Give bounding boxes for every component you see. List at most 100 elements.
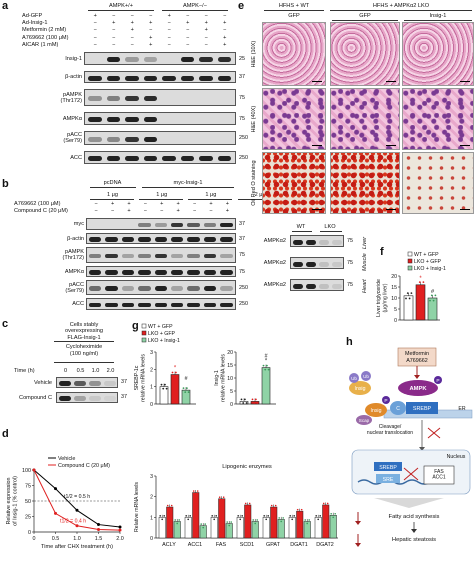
protein-band: [154, 302, 167, 308]
bar: [314, 517, 322, 539]
condition-mark: −: [112, 34, 116, 41]
legend-label: WT + GFP: [148, 324, 173, 330]
blot-row-label: β-actin: [65, 74, 82, 80]
target-gene-box: [423, 465, 455, 485]
text-line: *: [174, 366, 177, 372]
text-line: (μg/mg liver): [382, 283, 388, 312]
data-dot: [272, 508, 275, 510]
data-dot: [160, 383, 163, 386]
protein-band: [89, 253, 102, 259]
data-dot: [422, 281, 425, 284]
scale-bar: [460, 209, 470, 211]
data-dot: [173, 375, 176, 378]
data-dot: [334, 512, 336, 515]
data-dot: [278, 517, 280, 519]
protein-band: [138, 253, 151, 259]
condition-mark: +: [130, 27, 134, 34]
protein-band: [220, 286, 233, 291]
data-dot: [178, 519, 180, 521]
data-dot: [264, 368, 267, 371]
protein-band: [88, 75, 102, 81]
significance-marker: #: [431, 289, 435, 295]
condition-mark: −: [149, 27, 153, 34]
protein-band: [217, 156, 231, 161]
tissue-label: Heart: [362, 279, 368, 293]
data-dot: [171, 371, 174, 374]
condition-mark: +: [204, 27, 208, 34]
data-dot: [237, 515, 239, 517]
protein-band: [220, 222, 233, 228]
text-line: 0: [230, 402, 233, 408]
protein-band: [217, 57, 231, 62]
data-dot: [170, 504, 173, 507]
group-header: myc-Insig-1: [173, 180, 203, 186]
protein-band: [306, 261, 316, 267]
group-header: AMPK−/−: [183, 3, 207, 9]
condition-mark: +: [149, 34, 153, 41]
molecular-weight-marker: 75: [239, 252, 245, 258]
text-line: Time after CHX treatment (h): [41, 544, 113, 550]
dose-underline: [237, 199, 282, 200]
protein-band: [138, 302, 151, 308]
condition-mark: +: [93, 13, 97, 19]
condition-mark: −: [167, 34, 171, 41]
text-line: 0.5: [52, 536, 60, 542]
protein-band: [180, 156, 194, 161]
condition-mark: −: [167, 27, 171, 34]
legend-label: Vehicle: [58, 456, 75, 462]
text-line: WT + GFP: [148, 324, 173, 330]
protein-band: [319, 239, 329, 245]
x-tick-label: DGAT2: [316, 542, 334, 548]
blot-row-label: Vehicle: [33, 380, 52, 386]
bar: [192, 492, 200, 539]
arrowhead: [414, 375, 420, 379]
condition-label: Ad-GFP: [22, 13, 43, 19]
phospho-label: P: [436, 378, 439, 384]
condition-mark: +: [149, 41, 153, 48]
text-line: 1.5: [95, 536, 103, 542]
condition-mark: +: [225, 208, 230, 215]
bar: [158, 517, 166, 539]
condition-label: Metformin (2 mM): [22, 27, 67, 34]
protein-band: [121, 237, 135, 242]
legend-label: LKO + GFP: [148, 331, 175, 337]
text-line: #: [264, 354, 268, 360]
protein-band: [199, 156, 213, 161]
molecular-weight-marker: 25: [239, 55, 245, 62]
panel-label-f: f: [380, 246, 384, 258]
data-dot: [319, 515, 321, 517]
data-dot: [187, 518, 189, 521]
data-dot: [176, 522, 178, 525]
text-line: 25: [25, 515, 31, 521]
protein-band: [203, 222, 217, 228]
data-dot: [213, 518, 215, 521]
condition-mark: +: [110, 201, 115, 207]
text-line: ACC1: [188, 542, 202, 548]
text-line: A769662: [406, 358, 428, 364]
bar: [184, 517, 192, 539]
molecular-weight-marker: 75: [347, 238, 353, 244]
scale-bar: [386, 209, 396, 211]
protein-band: [199, 57, 213, 62]
text-line: LKO + Insig-1: [148, 338, 180, 344]
data-dot: [418, 281, 421, 284]
protein-band: [106, 117, 120, 122]
scale-bar: [386, 81, 396, 83]
protein-band: [180, 57, 194, 62]
tissue-label: Liver: [362, 236, 368, 249]
data-dot: [274, 504, 277, 507]
text-line: Ub: [351, 376, 357, 381]
text-line: Liver triglyceride: [376, 279, 382, 317]
text-line: 10: [391, 296, 397, 302]
data-dot: [163, 515, 165, 517]
legend-label: LKO + Insig-1: [148, 338, 180, 344]
data-dot: [166, 504, 169, 507]
text-line: LKO + GFP: [148, 331, 175, 337]
text-line: 5: [394, 307, 397, 313]
text-line: t1/2 = 0.5 h: [64, 494, 90, 500]
y-axis-label: Relative mRNA levels: [134, 482, 140, 532]
protein-band: [89, 396, 101, 401]
histology-image: [330, 22, 400, 86]
data-dot: [218, 496, 221, 499]
header-line: overexpressing: [65, 328, 103, 335]
